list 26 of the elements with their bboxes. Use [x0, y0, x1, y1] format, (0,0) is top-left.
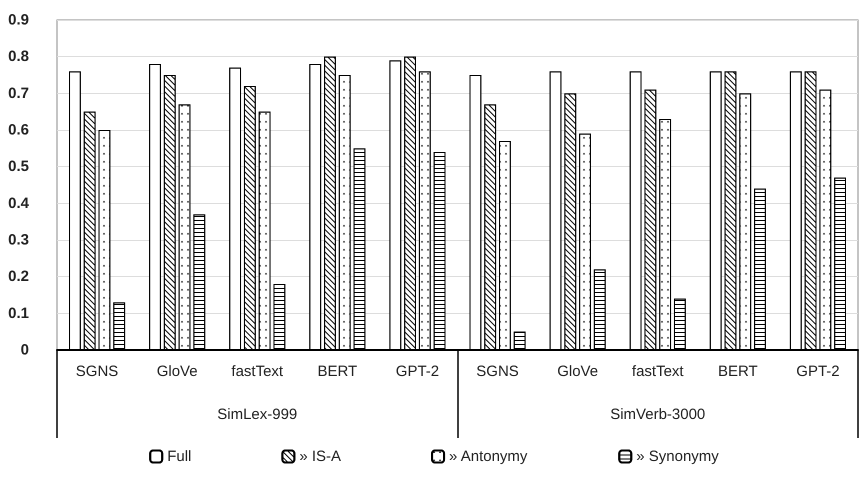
x-tick-label: GloVe [557, 363, 598, 380]
y-tick-label: 0.7 [8, 84, 29, 102]
y-tick-label: 0.3 [8, 232, 29, 248]
text: SimVerb-3000 [610, 406, 706, 423]
legend-label: » IS-A [299, 448, 342, 465]
x-tick-label: SGNS [476, 363, 519, 380]
legend-label: » Antonymy [449, 448, 528, 465]
legend-label: Full [167, 448, 192, 465]
y-tick-label: 0.6 [8, 122, 29, 138]
legend-label: » Synonymy [636, 448, 720, 465]
y-tick-label: 0.2 [8, 268, 29, 286]
x-tick-label: BERT [317, 363, 358, 380]
x-tick-label: GPT-2 [796, 363, 840, 380]
x-tick-label: fastText [632, 363, 684, 380]
y-tick-label: 0.4 [8, 194, 30, 212]
y-tick-label: 0 [20, 342, 29, 358]
y-tick-label: 0.1 [8, 304, 29, 322]
x-tick-label: GPT-2 [396, 363, 440, 380]
x-tick-label: GloVe [156, 363, 198, 380]
y-tick-label: 0.8 [8, 48, 29, 66]
y-tick-label: 0.5 [8, 158, 29, 176]
x-tick-label: fastText [231, 363, 284, 380]
y-tick-label: 0.9 [8, 12, 29, 28]
x-tick-label: SGNS [76, 363, 118, 380]
x-tick-label: BERT [718, 363, 758, 380]
text: SimLex-999 [217, 406, 298, 423]
